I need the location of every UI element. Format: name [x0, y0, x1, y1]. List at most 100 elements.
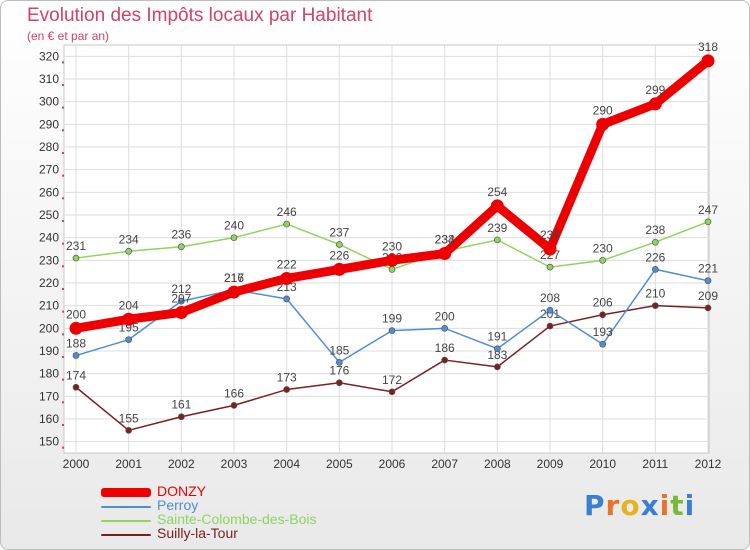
data-point-sainte-colombe-des-bois	[283, 220, 291, 228]
chart-title: Evolution des Impôts locaux par Habitant	[27, 5, 373, 26]
data-point-suilly-la-tour	[704, 304, 712, 312]
data-label-suilly-la-tour: 201	[540, 307, 560, 321]
logo-letter: i	[659, 489, 671, 522]
data-label-perroy: 185	[329, 343, 349, 357]
data-label-suilly-la-tour: 155	[119, 411, 139, 425]
data-point-perroy	[335, 358, 343, 366]
data-point-donzy	[69, 321, 83, 335]
data-point-perroy	[651, 266, 659, 273]
data-point-perroy	[599, 340, 607, 348]
data-point-suilly-la-tour	[441, 356, 449, 364]
legend-label: Perroy	[157, 497, 199, 513]
data-point-suilly-la-tour	[72, 383, 80, 391]
data-point-donzy	[385, 253, 399, 267]
y-tick-label: 160	[39, 412, 59, 426]
data-label-sainte-colombe-des-bois: 237	[329, 225, 349, 239]
y-tick-label: 320	[39, 49, 59, 63]
legend-swatch	[101, 488, 151, 497]
data-label-donzy: 299	[645, 83, 665, 97]
data-label-suilly-la-tour: 206	[593, 296, 613, 310]
y-tick-label: 280	[39, 140, 59, 154]
y-tick-label: 150	[39, 435, 59, 449]
data-point-suilly-la-tour	[283, 386, 291, 393]
data-point-donzy	[701, 54, 715, 68]
logo-letter: P	[584, 489, 606, 522]
data-label-sainte-colombe-des-bois: 246	[277, 205, 297, 219]
data-point-perroy	[72, 352, 80, 359]
data-label-suilly-la-tour: 209	[698, 289, 718, 303]
y-tick-label: 170	[39, 389, 59, 403]
y-tick-label: 180	[39, 367, 59, 381]
x-tick-label: 2006	[379, 457, 406, 471]
data-point-perroy	[441, 324, 449, 332]
data-point-suilly-la-tour	[599, 311, 607, 319]
data-point-donzy	[122, 312, 136, 326]
data-point-suilly-la-tour	[546, 322, 554, 330]
x-tick-label: 2002	[168, 457, 195, 471]
data-point-perroy	[493, 345, 501, 353]
data-point-sainte-colombe-des-bois	[125, 247, 133, 255]
logo-letter: r	[605, 489, 621, 522]
data-point-sainte-colombe-des-bois	[651, 238, 659, 246]
data-point-perroy	[177, 297, 185, 305]
data-label-sainte-colombe-des-bois: 247	[698, 203, 718, 217]
data-label-donzy: 235	[540, 228, 560, 242]
data-label-perroy: 217	[224, 271, 244, 285]
data-point-suilly-la-tour	[177, 413, 185, 421]
data-point-donzy	[332, 262, 346, 276]
data-point-donzy	[438, 247, 452, 261]
logo-letter: i	[684, 489, 696, 522]
data-point-sainte-colombe-des-bois	[335, 241, 343, 248]
y-tick-label: 290	[39, 117, 59, 131]
data-label-sainte-colombe-des-bois: 236	[171, 228, 191, 242]
plot-area	[63, 44, 710, 454]
data-point-perroy	[125, 336, 133, 344]
x-tick-label: 2000	[63, 457, 90, 471]
data-point-donzy	[174, 305, 188, 319]
data-label-perroy: 200	[435, 309, 455, 323]
data-label-suilly-la-tour: 210	[645, 287, 665, 301]
data-label-sainte-colombe-des-bois: 231	[66, 239, 86, 253]
data-label-sainte-colombe-des-bois: 230	[593, 241, 613, 255]
data-label-donzy: 318	[698, 40, 718, 54]
data-label-donzy: 222	[277, 257, 297, 271]
data-point-suilly-la-tour	[230, 402, 238, 409]
data-point-donzy	[596, 117, 610, 131]
data-label-suilly-la-tour: 173	[277, 371, 297, 385]
data-point-sainte-colombe-des-bois	[230, 234, 238, 242]
data-label-donzy: 230	[382, 239, 402, 253]
y-tick-label: 260	[39, 185, 59, 199]
data-label-suilly-la-tour: 186	[435, 341, 455, 355]
data-label-suilly-la-tour: 176	[329, 364, 349, 378]
data-point-donzy	[490, 199, 504, 213]
data-point-sainte-colombe-des-bois	[493, 236, 501, 244]
data-point-sainte-colombe-des-bois	[704, 218, 712, 226]
legend-swatch	[101, 534, 151, 536]
data-label-perroy: 193	[593, 325, 613, 339]
data-point-suilly-la-tour	[493, 363, 501, 371]
data-label-suilly-la-tour: 183	[487, 348, 507, 362]
x-tick-label: 2012	[695, 457, 722, 471]
x-tick-label: 2007	[431, 457, 458, 471]
y-tick-label: 230	[39, 253, 59, 267]
logo-letter: o	[620, 489, 641, 522]
data-label-perroy: 208	[540, 291, 560, 305]
legend-swatch	[101, 520, 151, 522]
x-tick-label: 2001	[115, 457, 142, 471]
y-tick-label: 240	[39, 231, 59, 245]
data-label-donzy: 233	[435, 233, 455, 247]
data-point-suilly-la-tour	[125, 426, 133, 434]
x-tick-label: 2005	[326, 457, 353, 471]
logo-letter: x	[640, 489, 660, 522]
data-point-sainte-colombe-des-bois	[177, 243, 185, 251]
data-label-perroy: 199	[382, 312, 402, 326]
data-point-perroy	[546, 306, 554, 314]
data-point-donzy	[648, 97, 662, 111]
data-point-perroy	[388, 327, 396, 334]
y-tick-label: 190	[39, 344, 59, 358]
chart-subtitle: (en € et par an)	[27, 29, 110, 43]
y-tick-label: 210	[39, 299, 59, 313]
logo-letter: t	[670, 489, 685, 522]
